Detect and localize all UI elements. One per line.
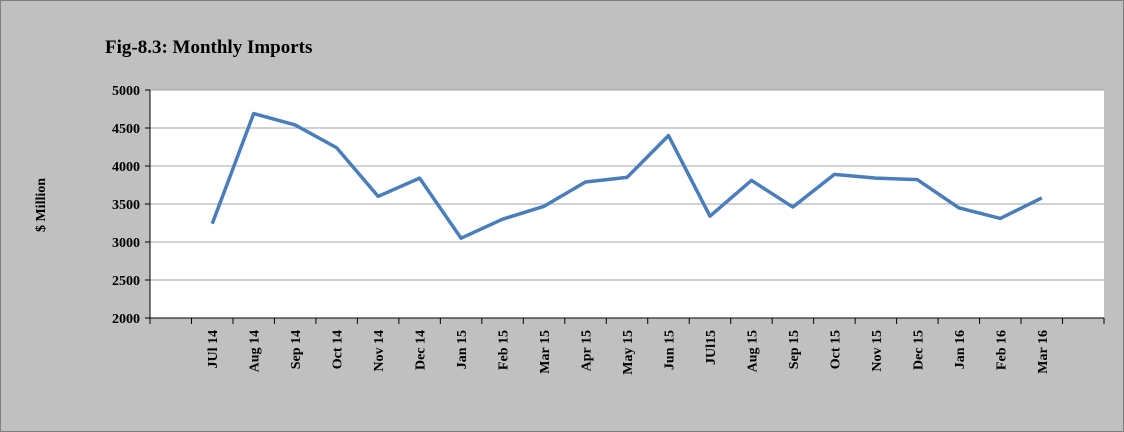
y-tick-label: 4000 (112, 160, 140, 175)
x-tick-label: Mar 16 (1036, 330, 1051, 374)
x-tick-label: Jun 15 (662, 330, 677, 370)
x-tick-label: Jan 15 (455, 330, 470, 369)
y-tick-label: 3000 (112, 236, 140, 251)
x-tick-label: Nov 15 (870, 330, 885, 372)
x-tick-label: Aug 15 (745, 330, 760, 372)
y-axis-label: $ Million (34, 178, 49, 232)
y-tick-label: 2500 (112, 274, 140, 289)
x-tick-label: Apr 15 (580, 330, 595, 371)
x-tick-label: Feb 16 (994, 330, 1009, 370)
x-tick-label: Aug 14 (248, 330, 263, 372)
chart-title: Fig-8.3: Monthly Imports (105, 37, 312, 58)
x-tick-label: Dec 15 (911, 330, 926, 370)
x-tick-label: Oct 14 (331, 330, 346, 369)
x-tick-label: JUl15 (704, 330, 719, 365)
y-tick-label: 3500 (112, 198, 140, 213)
x-tick-label: JUl 14 (206, 330, 221, 369)
x-tick-label: Oct 15 (828, 330, 843, 369)
x-tick-label: Sep 14 (289, 330, 304, 369)
x-tick-label: Jan 16 (953, 330, 968, 369)
y-tick-label: 2000 (112, 312, 140, 327)
x-tick-label: Sep 15 (787, 330, 802, 369)
x-tick-label: Nov 14 (372, 330, 387, 372)
x-tick-label: Dec 14 (414, 330, 429, 370)
x-tick-label: Mar 15 (538, 330, 553, 374)
y-tick-label: 4500 (112, 122, 140, 137)
x-tick-label: Feb 15 (497, 330, 512, 370)
data-line (210, 111, 1043, 240)
x-tick-label: May 15 (621, 330, 636, 375)
y-tick-label: 5000 (112, 84, 140, 99)
